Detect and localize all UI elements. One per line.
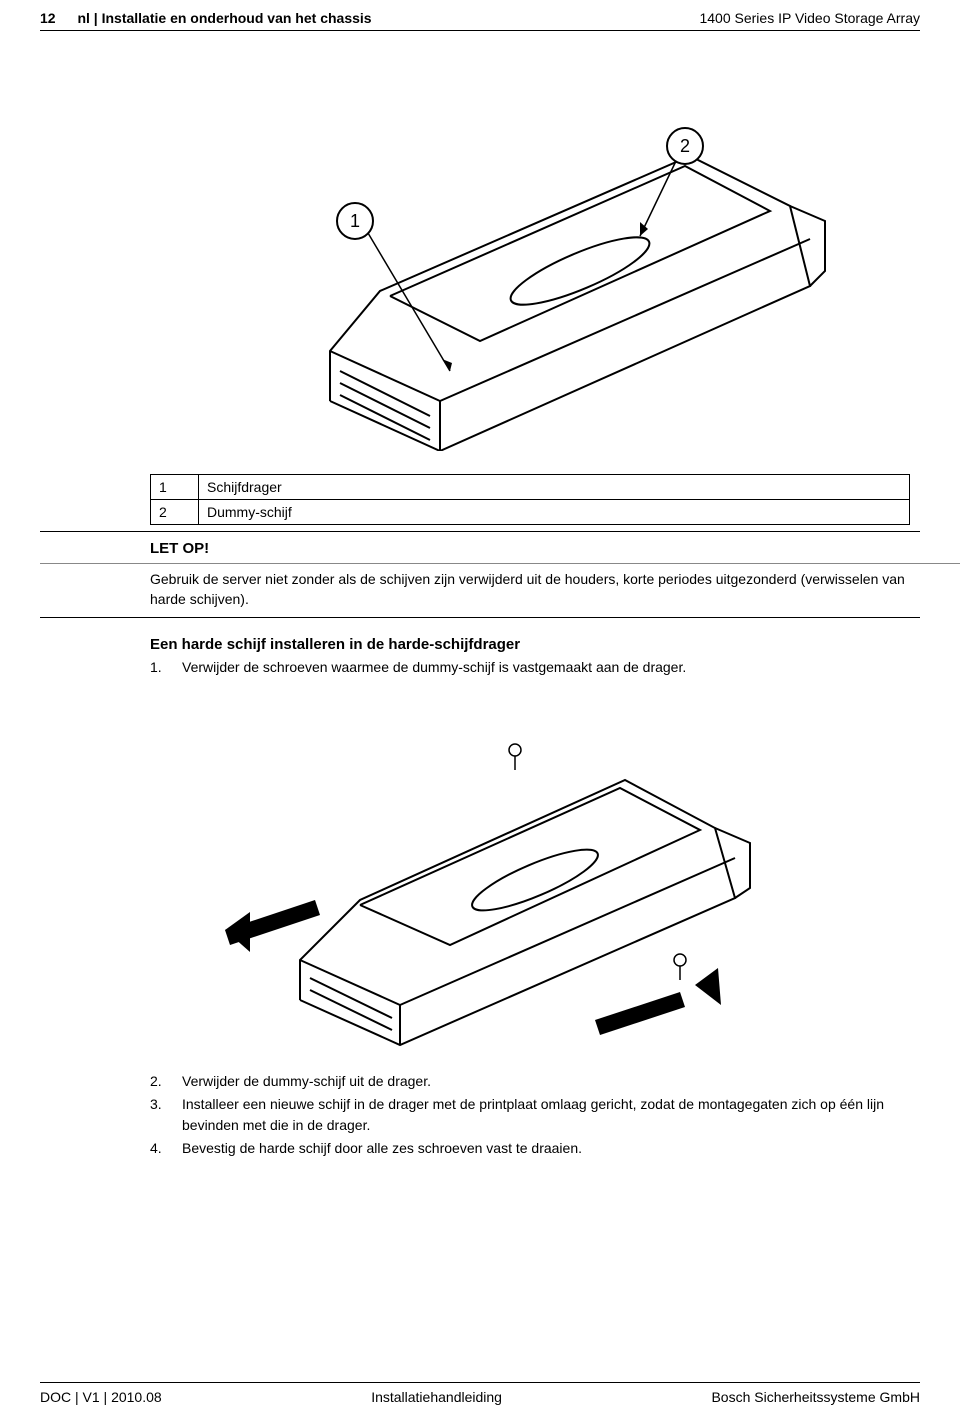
step-text: Verwijder de dummy-schijf uit de drager.	[182, 1071, 431, 1092]
part-label: Schijfdrager	[199, 475, 910, 500]
table-row: 1Schijfdrager	[151, 475, 910, 500]
footer-left: DOC | V1 | 2010.08	[40, 1389, 162, 1405]
part-number: 2	[151, 500, 199, 525]
steps-bottom-list: 2. Verwijder de dummy-schijf uit de drage…	[150, 1071, 920, 1159]
list-item: 4. Bevestig de harde schijf door alle zes…	[150, 1138, 920, 1159]
steps-bottom-section: 2. Verwijder de dummy-schijf uit de drage…	[40, 1071, 920, 1159]
caution-block: LET OP! Gebruik de server niet zonder al…	[40, 531, 920, 618]
header-left: 12 nl | Installatie en onderhoud van het…	[40, 10, 372, 26]
step-text: Installeer een nieuwe schijf in de drage…	[182, 1094, 920, 1136]
caution-text: Gebruik de server niet zonder als de sch…	[150, 570, 920, 609]
step-number: 2.	[150, 1071, 168, 1092]
parts-table: 1Schijfdrager2Dummy-schijf	[150, 474, 910, 525]
step-text: Verwijder de schroeven waarmee de dummy-…	[182, 657, 686, 678]
step-number: 3.	[150, 1094, 168, 1136]
page-header: 12 nl | Installatie en onderhoud van het…	[40, 0, 920, 31]
callout-2-label: 2	[680, 136, 690, 156]
install-section-title: Een harde schijf installeren in de harde…	[150, 636, 920, 653]
step-text: Bevestig de harde schijf door alle zes s…	[182, 1138, 582, 1159]
install-section: Een harde schijf installeren in de harde…	[40, 636, 920, 678]
footer-center: Installatiehandleiding	[371, 1389, 502, 1405]
step-number: 4.	[150, 1138, 168, 1159]
caution-title: LET OP!	[150, 540, 920, 557]
callout-1-label: 1	[350, 211, 360, 231]
list-item: 3. Installeer een nieuwe schijf in de dra…	[150, 1094, 920, 1136]
page-number: 12	[40, 10, 56, 26]
part-number: 1	[151, 475, 199, 500]
list-item: 2. Verwijder de dummy-schijf uit de drage…	[150, 1071, 920, 1092]
table-row: 2Dummy-schijf	[151, 500, 910, 525]
footer-right: Bosch Sicherheitssysteme GmbH	[711, 1389, 920, 1405]
steps-top-list: 1. Verwijder de schroeven waarmee de dumm…	[150, 657, 920, 678]
figure-drive-carrier-callouts: 1 2	[40, 51, 920, 464]
list-item: 1. Verwijder de schroeven waarmee de dumm…	[150, 657, 920, 678]
page-footer: DOC | V1 | 2010.08 Installatiehandleidin…	[40, 1382, 920, 1405]
header-left-text: nl | Installatie en onderhoud van het ch…	[77, 10, 371, 26]
step-number: 1.	[150, 657, 168, 678]
header-right: 1400 Series IP Video Storage Array	[699, 10, 920, 26]
part-label: Dummy-schijf	[199, 500, 910, 525]
figure-remove-screws	[40, 690, 920, 1071]
